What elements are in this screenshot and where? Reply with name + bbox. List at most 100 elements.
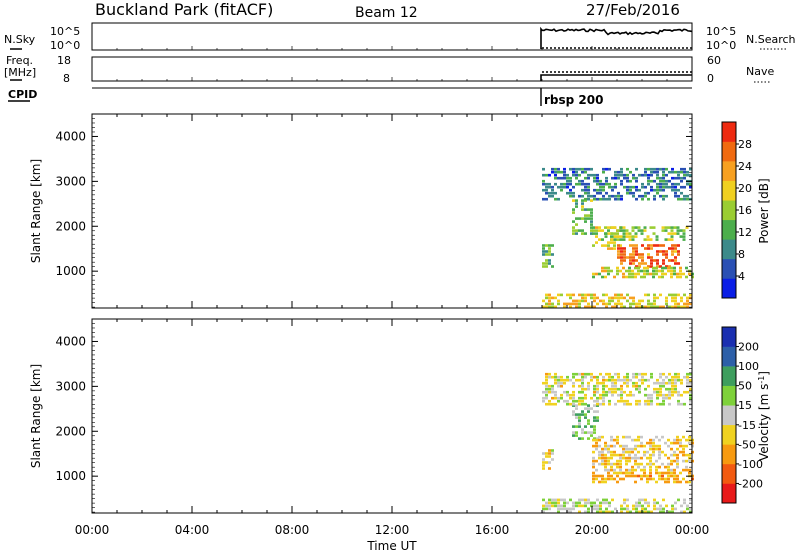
data-cell [611,378,614,382]
data-cell [575,372,578,376]
data-cell [662,305,665,309]
data-cell [680,170,683,174]
data-cell [652,441,655,445]
data-cell [587,372,590,376]
data-cell [617,372,620,376]
data-cell [656,390,659,394]
data-cell [617,197,620,201]
data-cell [662,393,665,397]
data-cell [683,501,686,505]
data-cell [596,419,599,422]
data-cell [682,459,685,463]
data-cell [617,176,620,180]
data-cell [649,441,652,445]
data-cell [659,381,662,385]
data-cell [598,438,601,442]
data-cell [554,197,557,201]
data-cell [685,444,688,448]
data-cell [674,507,677,511]
data-cell [587,176,590,180]
data-cell [593,410,596,413]
data-cell [607,244,610,247]
data-cell [631,471,634,475]
data-cell [661,471,664,475]
data-cell [659,250,662,253]
data-cell [596,375,599,379]
data-cell [587,422,590,425]
data-cell [545,461,548,464]
data-cell [619,462,622,466]
data-cell [560,498,563,502]
data-cell [679,450,682,454]
data-cell [673,471,676,475]
nsky-panel-frame [91,22,693,51]
data-cell [584,214,587,217]
data-cell [548,247,551,250]
data-cell [682,447,685,451]
data-cell [629,305,632,309]
data-cell [629,253,632,256]
data-cell [656,393,659,397]
data-cell [581,387,584,391]
data-cell [635,244,638,247]
data-cell [632,191,635,195]
data-cell [670,441,673,445]
data-cell [545,501,548,505]
data-cell [560,393,563,397]
data-cell [671,170,674,174]
data-cell [656,191,659,195]
data-cell [682,468,685,472]
data-cell [674,191,677,195]
data-cell [587,384,590,388]
colorbar-swatch [722,180,736,201]
data-cell [620,179,623,183]
data-cell [668,390,671,394]
data-cell [617,250,620,253]
data-cell [616,465,619,469]
data-cell [638,378,641,382]
data-cell [542,262,545,265]
data-cell [572,434,575,437]
data-cell [662,197,665,201]
data-cell [671,176,674,180]
data-cell [575,170,578,174]
data-cell [622,456,625,460]
data-cell [617,296,620,300]
data-cell [566,507,569,511]
data-cell [619,477,622,481]
data-cell [601,459,604,463]
data-cell [587,191,590,195]
data-cell [688,441,691,445]
data-cell [647,378,650,382]
data-cell [653,194,656,198]
data-cell [578,384,581,388]
colorbar-swatch [722,424,736,445]
data-cell [641,372,644,376]
data-cell [575,413,578,416]
data-cell [596,390,599,394]
data-cell [682,477,685,481]
data-cell [629,262,632,265]
data-cell [614,182,617,186]
data-cell [590,396,593,400]
data-cell [677,253,680,256]
data-cell [638,510,641,514]
nsearch-bottom-tick: 10^0 [706,39,736,52]
colorbar-tick-label: 8 [738,248,745,261]
data-cell [596,510,599,514]
data-cell [587,410,590,413]
data-cell [590,173,593,177]
data-cell [674,302,677,306]
data-cell [683,302,686,306]
data-cell [683,293,686,297]
colorbar-swatch [722,463,736,484]
data-cell [614,194,617,198]
data-cell [607,269,610,273]
data-cell [653,390,656,394]
data-cell [563,305,566,309]
data-cell [650,375,653,379]
data-cell [632,250,635,253]
data-cell [614,302,617,306]
data-cell [602,393,605,397]
data-cell [626,372,629,376]
